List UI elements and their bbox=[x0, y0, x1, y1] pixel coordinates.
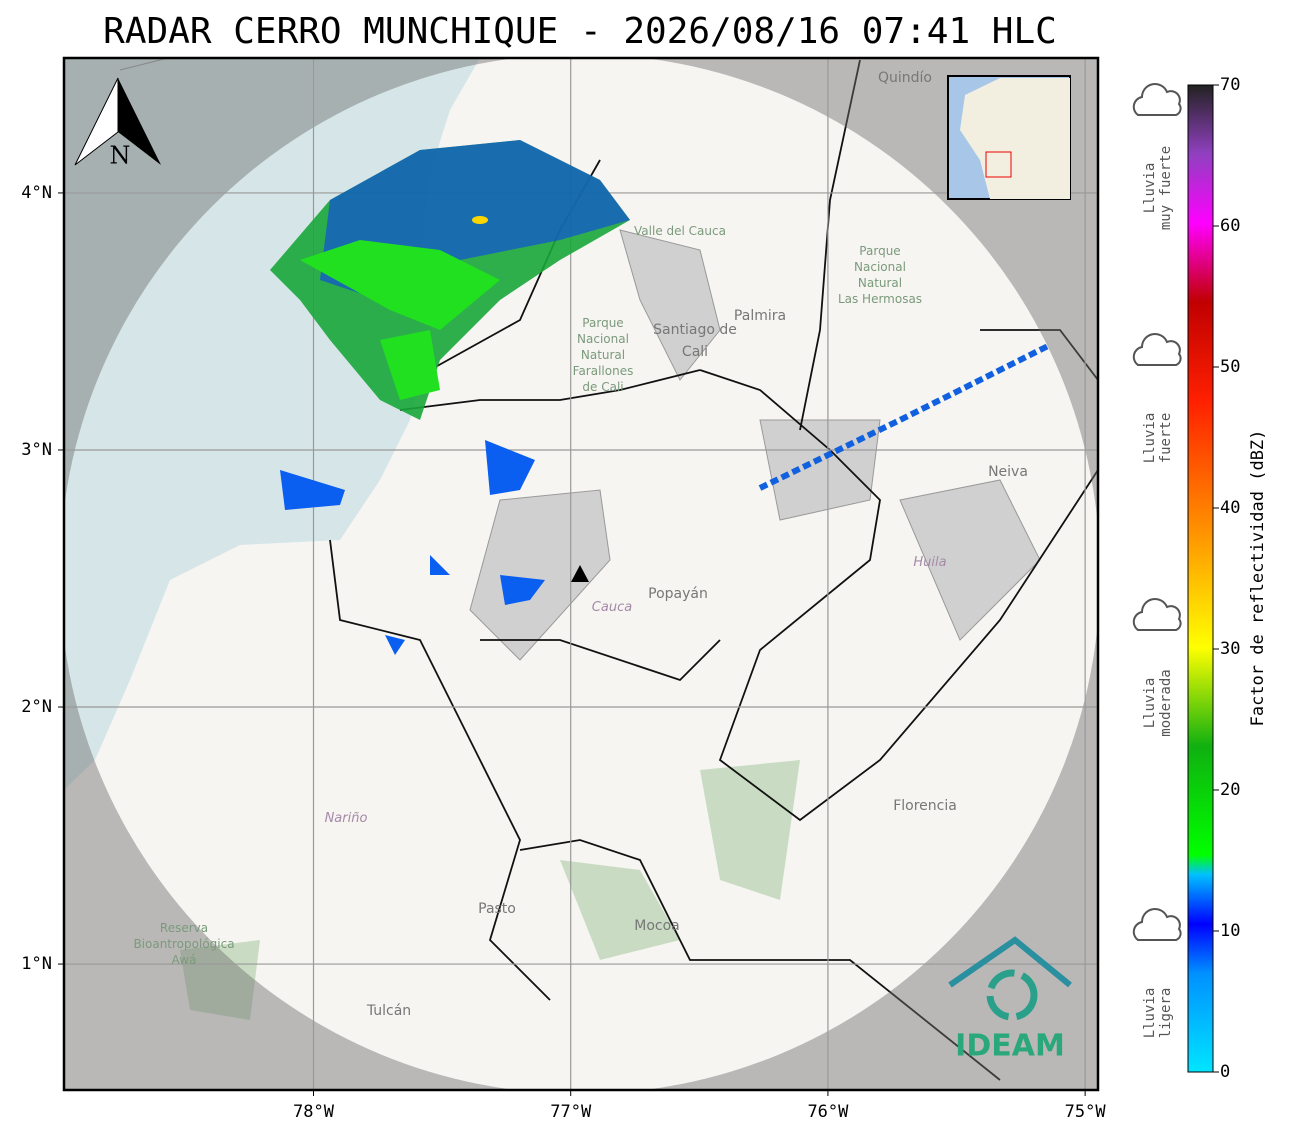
map-label: Cauca bbox=[592, 600, 632, 615]
legend-label: Lluvia bbox=[1142, 678, 1158, 729]
colorbar-tick-label: 70 bbox=[1220, 75, 1240, 95]
x-tick-label: 75°W bbox=[1065, 1102, 1107, 1122]
map-label: Nariño bbox=[325, 811, 368, 826]
colorbar bbox=[1187, 84, 1214, 1073]
inset-map bbox=[947, 75, 1071, 200]
parks bbox=[180, 760, 800, 1020]
districts bbox=[119, 58, 1041, 661]
legend-label: Lluvia bbox=[1142, 988, 1158, 1039]
map-label: Natural bbox=[858, 276, 902, 290]
legend-label: moderada bbox=[1158, 669, 1174, 736]
borders bbox=[329, 59, 1098, 1081]
x-tick-label: 77°W bbox=[550, 1102, 592, 1122]
map: Quindío Valle del Cauca Parque Nacional … bbox=[64, 58, 1098, 1090]
y-tick-label: 4°N bbox=[21, 183, 52, 203]
map-label: Tulcán bbox=[366, 1003, 411, 1019]
colorbar-label: Factor de reflectividad (dBZ) bbox=[1248, 430, 1268, 727]
y-tick-label: 3°N bbox=[21, 440, 52, 460]
map-label: Mocoa bbox=[634, 918, 680, 934]
colorbar-tick-label: 30 bbox=[1220, 639, 1240, 659]
legend-label: Lluvia bbox=[1142, 163, 1158, 214]
map-label: Neiva bbox=[988, 464, 1028, 480]
legend-item: Lluvia fuerte bbox=[1132, 333, 1182, 464]
map-label: Nacional bbox=[854, 260, 906, 274]
logo-swirl bbox=[986, 969, 1038, 1021]
map-label: Palmira bbox=[734, 308, 786, 324]
legend-item: Lluvia muy fuerte bbox=[1132, 83, 1182, 230]
colorbar-tick-label: 50 bbox=[1220, 357, 1240, 377]
legend-label: muy fuerte bbox=[1158, 146, 1174, 230]
map-label: Valle del Cauca bbox=[634, 224, 726, 238]
colorbar-tick-label: 60 bbox=[1220, 216, 1240, 236]
colorbar-tick-label: 10 bbox=[1220, 921, 1240, 941]
map-label: Santiago de bbox=[653, 322, 737, 338]
north-label: N bbox=[110, 142, 131, 170]
legend-item: Lluvia ligera bbox=[1132, 908, 1182, 1039]
map-label: Popayán bbox=[648, 586, 708, 602]
weather-icon bbox=[1132, 83, 1182, 116]
logo-roof bbox=[948, 936, 1072, 988]
map-label: Farallones bbox=[573, 364, 634, 378]
weather-icon bbox=[1132, 908, 1182, 941]
colorbar-tick-label: 40 bbox=[1220, 498, 1240, 518]
map-label: Quindío bbox=[878, 70, 932, 86]
map-label: de Cali bbox=[582, 380, 623, 394]
map-label: Huila bbox=[913, 555, 946, 570]
x-tick-label: 76°W bbox=[807, 1102, 849, 1122]
radar-site bbox=[571, 565, 589, 582]
radar-echoes bbox=[270, 140, 1052, 655]
title: RADAR CERRO MUNCHIQUE - 2026/08/16 07:41… bbox=[103, 11, 1057, 52]
legend-label: Lluvia bbox=[1142, 413, 1158, 464]
weather-icon bbox=[1132, 598, 1182, 631]
map-label: Awá bbox=[172, 953, 197, 967]
legend-item: Lluvia moderada bbox=[1132, 598, 1182, 737]
logo-text: IDEAM bbox=[955, 1029, 1065, 1064]
map-label: Reserva bbox=[160, 921, 208, 935]
colorbar-tick-label: 0 bbox=[1220, 1062, 1230, 1082]
legend-label: fuerte bbox=[1158, 413, 1174, 464]
y-tick-label: 1°N bbox=[21, 954, 52, 974]
map-frame bbox=[62, 56, 1100, 1092]
x-tick-label: 78°W bbox=[293, 1102, 335, 1122]
legend-label: ligera bbox=[1158, 988, 1174, 1039]
map-label: Parque bbox=[582, 316, 623, 330]
map-label: Pasto bbox=[478, 901, 516, 917]
map-label: Natural bbox=[581, 348, 625, 362]
north-arrow: N bbox=[74, 77, 161, 170]
y-tick-label: 2°N bbox=[21, 697, 52, 717]
map-label: Nacional bbox=[577, 332, 629, 346]
map-label: Cali bbox=[682, 344, 708, 360]
map-label: Bioantropológica bbox=[133, 937, 234, 951]
map-label: Parque bbox=[859, 244, 900, 258]
map-label: Florencia bbox=[893, 798, 957, 814]
weather-icon bbox=[1132, 333, 1182, 366]
map-label: Las Hermosas bbox=[838, 292, 922, 306]
colorbar-tick-label: 20 bbox=[1220, 780, 1240, 800]
